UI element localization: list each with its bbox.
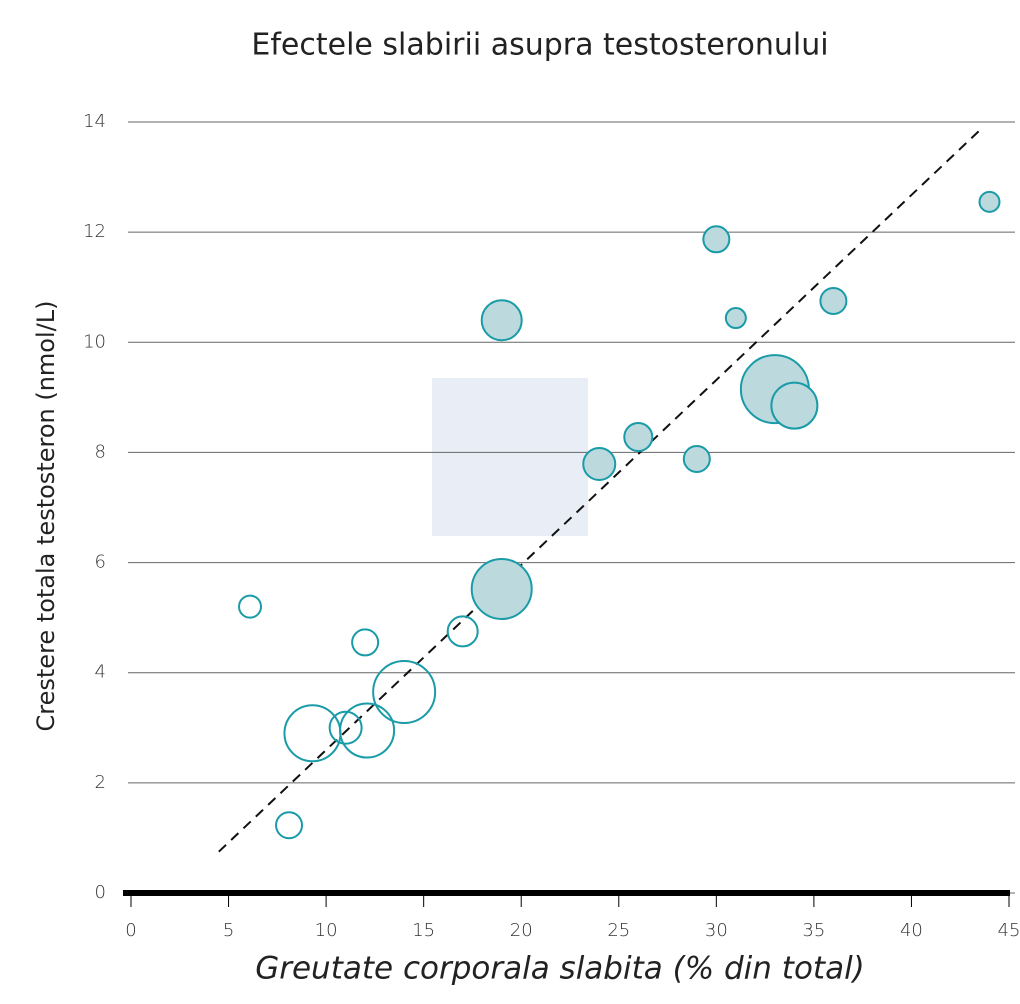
- y-tick-label: 4: [95, 662, 106, 683]
- y-tick-label: 6: [95, 552, 106, 573]
- x-tick-label: 30: [705, 920, 728, 941]
- x-tick-label: 10: [315, 920, 338, 941]
- bubble: [351, 628, 380, 657]
- bubble: [446, 615, 479, 648]
- x-tick-label: 15: [412, 920, 435, 941]
- x-tick-label: 20: [510, 920, 533, 941]
- bubble: [770, 381, 819, 430]
- y-axis-label: Crestere totala testosteron (nmol/L): [32, 301, 60, 732]
- x-tick-label: 25: [607, 920, 630, 941]
- bubble: [623, 422, 654, 453]
- y-tick-label: 10: [83, 331, 106, 352]
- bubble: [470, 558, 533, 621]
- bubble: [275, 811, 304, 840]
- bubble: [328, 710, 363, 745]
- bubble: [480, 299, 523, 342]
- y-tick-label: 14: [83, 111, 106, 132]
- y-tick-label: 0: [95, 882, 106, 903]
- y-tick-label: 2: [95, 772, 106, 793]
- watermark: [432, 378, 588, 536]
- x-tick-label: 35: [802, 920, 825, 941]
- y-tick-label: 8: [95, 441, 106, 462]
- chart-title: Efectele slabirii asupra testosteronului: [251, 28, 828, 63]
- trend-line: [218, 129, 981, 853]
- bubble: [682, 445, 711, 474]
- bubble: [724, 307, 747, 330]
- bubble: [702, 225, 731, 254]
- x-tick-label: 0: [125, 920, 136, 941]
- x-tick-label: 45: [998, 920, 1020, 941]
- bubble: [819, 286, 848, 315]
- bubble: [582, 446, 617, 481]
- y-tick-label: 12: [83, 221, 106, 242]
- x-tick-label: 5: [223, 920, 234, 941]
- bubble: [372, 659, 437, 724]
- bubble: [339, 702, 396, 759]
- watermark-box: [432, 378, 588, 536]
- bubble: [238, 594, 263, 619]
- x-axis-label: Greutate corporala slabita (% din total): [255, 951, 865, 987]
- bubble: [978, 190, 1001, 213]
- x-tick-label: 40: [900, 920, 923, 941]
- bubble: [283, 704, 342, 763]
